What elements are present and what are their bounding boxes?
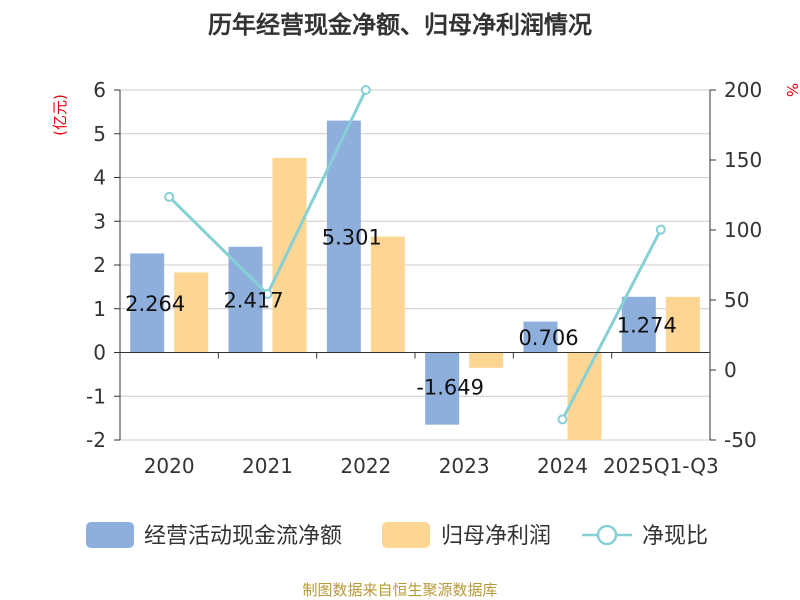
net-profit-bar xyxy=(567,352,602,440)
left-tick-label: 4 xyxy=(93,166,106,190)
net-profit-bar xyxy=(469,352,504,368)
x-axis: 2020 2021 2022 2023 2024 2025Q1-Q3 xyxy=(119,352,719,478)
left-axis: -2 -1 0 1 2 3 4 5 6 xyxy=(86,78,121,452)
right-tick-label: 150 xyxy=(724,148,762,172)
legend-label-ratio: 净现比 xyxy=(642,524,708,549)
cashflow-data-label: -1.649 xyxy=(416,376,484,400)
legend-marker-ratio xyxy=(596,524,618,546)
cashflow-bar xyxy=(130,253,165,353)
legend: 经营活动现金流净额 归母净利润 净现比 xyxy=(86,522,708,549)
ratio-point xyxy=(557,414,568,425)
cashflow-bar xyxy=(621,296,656,353)
x-tick-label: 2021 xyxy=(242,454,293,478)
right-tick-label: 200 xyxy=(724,78,762,102)
ratio-point xyxy=(262,288,273,299)
right-axis-unit: % xyxy=(783,83,800,97)
cashflow-data-label: 1.274 xyxy=(617,314,677,338)
cashflow-data-label: 5.301 xyxy=(322,226,382,250)
x-tick-label: 2022 xyxy=(340,454,391,478)
data-source: 制图数据来自恒生聚源数据库 xyxy=(302,581,497,599)
cashflow-data-label: 2.264 xyxy=(125,292,185,316)
x-tick-label: 2024 xyxy=(537,454,588,478)
cashflow-data-label: 2.417 xyxy=(223,289,283,313)
left-tick-label: 0 xyxy=(93,341,106,365)
net-profit-bar xyxy=(174,272,209,353)
cashflow-bar xyxy=(228,246,263,353)
right-tick-label: 0 xyxy=(724,358,737,382)
legend-label-net-profit: 归母净利润 xyxy=(441,524,551,549)
legend-label-cashflow: 经营活动现金流净额 xyxy=(144,524,342,549)
cashflow-data-label: 0.706 xyxy=(518,326,578,350)
ratio-line-segment xyxy=(561,228,663,421)
cashflow-bar xyxy=(425,352,460,425)
left-tick-label: -1 xyxy=(86,384,106,408)
gridlines xyxy=(120,89,710,441)
left-axis-unit: (亿元) xyxy=(51,94,69,136)
chart-title: 历年经营现金净额、归母净利润情况 xyxy=(208,11,592,39)
net-profit-bar xyxy=(370,236,405,353)
legend-swatch-net-profit xyxy=(382,522,430,548)
right-axis: -50 0 50 100 150 200 xyxy=(709,78,762,452)
left-tick-label: 2 xyxy=(93,253,106,277)
x-tick-label: 2020 xyxy=(144,454,195,478)
right-tick-label: 50 xyxy=(724,288,749,312)
ratio-point xyxy=(655,224,666,235)
x-tick-label: 2025Q1-Q3 xyxy=(603,454,719,478)
left-tick-label: 5 xyxy=(93,122,106,146)
ratio-point xyxy=(360,85,371,95)
data-labels: 2.264 2.417 5.301 -1.649 0.706 1.274 xyxy=(125,226,677,400)
net-profit-bar xyxy=(665,296,700,353)
left-tick-label: 1 xyxy=(93,297,106,321)
right-tick-label: 100 xyxy=(724,218,762,242)
x-tick-label: 2023 xyxy=(439,454,490,478)
net-profit-bar xyxy=(272,157,307,353)
left-tick-label: 6 xyxy=(93,78,106,102)
left-tick-label: -2 xyxy=(86,428,106,452)
legend-swatch-cashflow xyxy=(86,522,134,548)
left-tick-label: 3 xyxy=(93,209,106,233)
bars xyxy=(130,120,700,440)
cashflow-bar xyxy=(523,321,558,353)
ratio-line xyxy=(164,85,666,425)
ratio-point xyxy=(164,191,175,202)
right-tick-label: -50 xyxy=(724,428,757,452)
